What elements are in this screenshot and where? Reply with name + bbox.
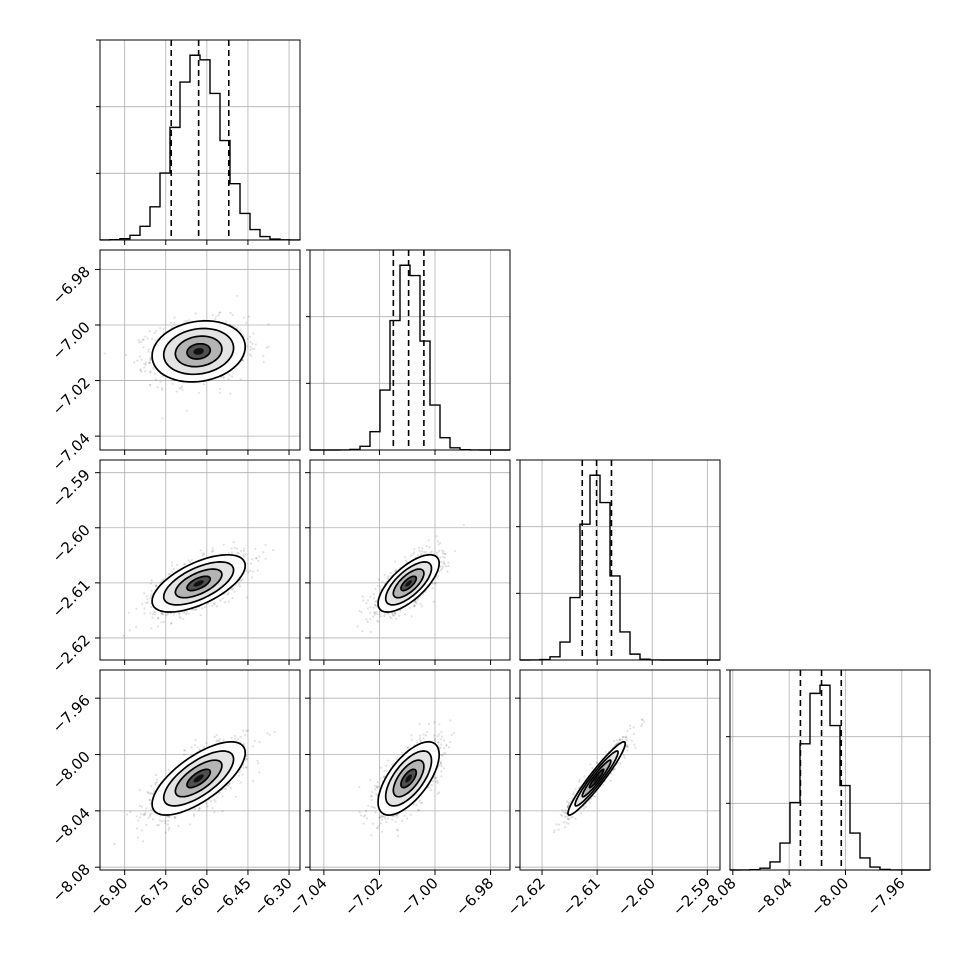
axes-frame [519, 459, 721, 661]
histogram-panel-2 [516, 459, 721, 665]
histogram-panel-0 [96, 39, 301, 245]
axes-frame [309, 669, 511, 871]
scatter-points [103, 294, 270, 420]
y-tick-label: −8.04 [49, 804, 94, 849]
contour-line [151, 320, 247, 383]
histogram-panel-3: −8.08 −8.04 −8.00 −7.96 [694, 669, 931, 919]
x-tick-label: −7.00 [397, 874, 442, 919]
density-fill-peak [193, 774, 204, 783]
density-fill-peak [193, 348, 204, 355]
contour-line [392, 759, 425, 798]
histogram-step-1 [310, 264, 510, 451]
scatter-panel-3-1: −7.04 −7.02 −7.00 −6.98 [285, 669, 511, 919]
scatter-points [552, 718, 645, 834]
contour-line [174, 335, 223, 368]
contour-line [162, 561, 235, 606]
contour-line [162, 327, 235, 376]
contour-line [400, 575, 418, 592]
contour-line [151, 553, 247, 613]
contour-line [174, 759, 223, 798]
x-tick-label: −7.04 [285, 874, 330, 919]
y-tick-label: −8.00 [49, 748, 94, 793]
y-tick-label: −7.04 [49, 429, 94, 474]
contour-line [384, 561, 433, 606]
x-tick-label: −7.96 [863, 874, 908, 919]
axes-frame [519, 669, 721, 871]
contour-line [392, 568, 425, 599]
y-tick-label: −7.02 [49, 374, 94, 419]
axes-frame [99, 39, 301, 241]
scatter-panel-2-0: −2.62 −2.61 −2.60 −2.59 [49, 459, 301, 676]
x-tick-label: −2.60 [614, 874, 659, 919]
axes-frame [99, 459, 301, 661]
contour-line [174, 568, 223, 599]
y-tick-label: −2.60 [49, 521, 94, 566]
histogram-step-3 [729, 684, 930, 871]
histogram-step-0 [99, 54, 301, 241]
scatter-panel-2-1 [305, 459, 511, 665]
x-tick-label: −6.98 [452, 874, 497, 919]
axes-frame [99, 249, 301, 451]
scatter-panel-3-2: −2.62 −2.61 −2.60 −2.59 [504, 669, 721, 919]
contour-line [162, 750, 235, 807]
contour-line [151, 741, 247, 816]
y-tick-label: −2.62 [49, 631, 94, 676]
contour-line [186, 575, 212, 592]
contour-line [567, 740, 627, 816]
contour-line [377, 553, 441, 613]
scatter-points [356, 523, 465, 633]
density-fill-peak [405, 580, 412, 587]
x-tick-label: −6.45 [210, 874, 255, 919]
axes-frame [309, 249, 511, 451]
y-tick-label: −7.96 [49, 691, 94, 736]
scatter-panel-1-0: −7.04 −7.02 −7.00 −6.98 [49, 249, 301, 474]
contour-line [186, 342, 212, 360]
x-tick-label: −8.00 [807, 874, 852, 919]
y-tick-label: −2.59 [49, 466, 94, 511]
contour-line [581, 759, 612, 798]
density-fill-peak [405, 774, 412, 783]
x-tick-label: −8.04 [751, 874, 796, 919]
y-tick-label: −2.61 [49, 576, 94, 621]
x-tick-label: −6.60 [168, 874, 213, 919]
contour-line [574, 750, 619, 807]
scatter-points [358, 719, 455, 838]
scatter-panel-3-0: −6.90−6.75−6.60−6.45−6.30 −8.08 −8.04 −8.00… [49, 669, 301, 919]
scatter-points [122, 541, 275, 637]
x-tick-label: −2.62 [504, 874, 549, 919]
contour-line [384, 750, 433, 807]
x-tick-label: −6.30 [251, 874, 296, 919]
axes-frame [99, 669, 301, 871]
density-fill-peak [193, 580, 204, 587]
contour-line [588, 768, 605, 789]
histogram-panel-1 [306, 249, 511, 455]
x-tick-label: −2.61 [559, 874, 604, 919]
x-tick-label: −6.75 [127, 874, 172, 919]
contour-line [400, 768, 418, 789]
axes-frame [729, 669, 931, 871]
x-tick-label: −6.90 [86, 874, 131, 919]
scatter-points [113, 729, 276, 846]
y-tick-label: −7.00 [49, 318, 94, 363]
axes-frame [309, 459, 511, 661]
contour-line [186, 768, 212, 789]
y-tick-label: −6.98 [49, 263, 94, 308]
contour-line [377, 740, 441, 816]
histogram-step-2 [519, 474, 720, 661]
x-tick-label: −7.02 [341, 874, 386, 919]
density-fill-peak [593, 774, 600, 783]
y-tick-label: −8.08 [49, 860, 94, 905]
